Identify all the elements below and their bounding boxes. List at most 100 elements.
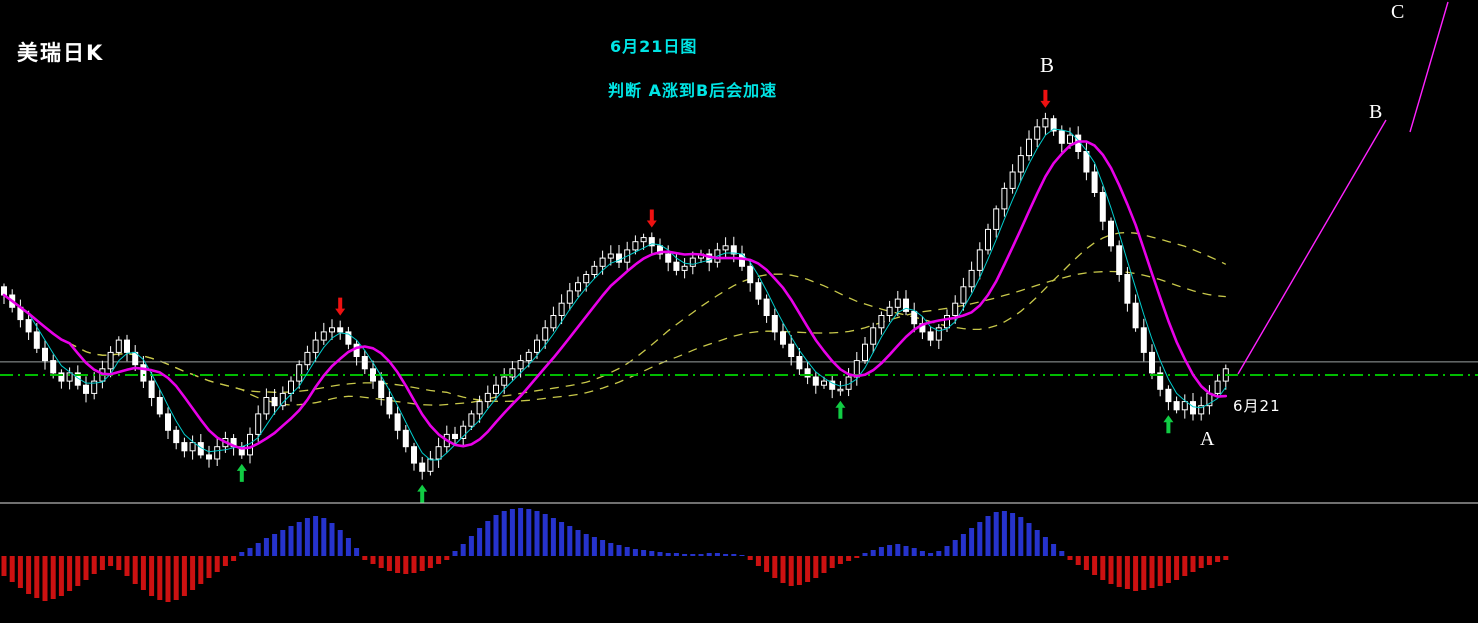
candle-body-up	[1017, 155, 1024, 173]
macd-bar-down	[181, 556, 187, 596]
candle-body-down	[755, 282, 762, 300]
macd-bar-down	[747, 556, 753, 560]
candle-body-up	[599, 257, 606, 267]
candle-body-down	[181, 442, 188, 452]
macd-bar-up	[739, 555, 745, 556]
candle-body-down	[780, 331, 786, 345]
candle-body-down	[370, 368, 376, 382]
candle-body-up	[296, 364, 303, 382]
candle-body-up	[1067, 134, 1073, 144]
buy-arrow-icon	[417, 484, 428, 503]
candle-body-up	[575, 282, 581, 292]
candle-body-up	[550, 315, 557, 329]
candle-body-up	[66, 372, 73, 382]
candle-body-up	[288, 380, 294, 394]
macd-bar-up	[624, 547, 630, 556]
candle-body-up	[952, 302, 959, 317]
macd-bar-up	[313, 516, 319, 556]
macd-bar-down	[1165, 556, 1171, 583]
candle-body-down	[1190, 401, 1196, 415]
macd-bar-down	[780, 556, 786, 583]
macd-bar-down	[1206, 556, 1212, 565]
candle-body-down	[812, 376, 819, 386]
candle-body-down	[156, 397, 163, 415]
candle-body-down	[730, 245, 737, 255]
candle-body-up	[320, 331, 327, 341]
label-date-6-21: 6月21	[1233, 397, 1281, 415]
candle-body-down	[665, 253, 672, 263]
candle-body-down	[58, 372, 65, 382]
buy-arrow-icon	[835, 400, 846, 419]
macd-bar-up	[468, 536, 474, 556]
macd-bar-down	[772, 556, 778, 578]
candle-body-down	[648, 237, 655, 247]
macd-bar-up	[288, 526, 294, 556]
macd-bar-down	[755, 556, 761, 566]
candle-body-up	[279, 392, 286, 407]
sell-arrow-icon	[1040, 89, 1051, 108]
candle-body-down	[763, 298, 770, 317]
candle-body-down	[140, 364, 147, 382]
macd-bar-down	[813, 556, 819, 578]
candle-body-up	[329, 327, 335, 333]
macd-bar-down	[222, 556, 228, 566]
candle-body-up	[484, 392, 491, 403]
macd-bar-down	[231, 556, 237, 561]
macd-bar-down	[108, 556, 114, 566]
macd-bar-down	[1108, 556, 1114, 584]
macd-bar-down	[436, 556, 442, 564]
candle-body-down	[271, 397, 278, 407]
macd-bar-down	[427, 556, 433, 568]
macd-bar-up	[977, 522, 983, 556]
candle-body-up	[517, 360, 524, 370]
macd-bar-up	[632, 549, 638, 556]
macd-bar-up	[911, 548, 917, 556]
macd-bar-down	[50, 556, 56, 599]
candle-body-up	[640, 237, 647, 243]
macd-bar-down	[1223, 556, 1229, 560]
candle-body-up	[542, 327, 549, 341]
candle-body-down	[747, 265, 754, 284]
macd-bar-up	[354, 548, 360, 556]
macd-bar-down	[116, 556, 122, 570]
candle-body-down	[33, 331, 40, 349]
macd-bar-down	[132, 556, 138, 584]
macd-bar-down	[1133, 556, 1139, 591]
macd-bar-down	[91, 556, 97, 574]
candle-body-down	[402, 429, 409, 448]
macd-bar-up	[616, 545, 622, 556]
macd-bar-down	[796, 556, 802, 585]
projection-lines	[1237, 1, 1449, 375]
candle-body-down	[378, 380, 385, 399]
candle-body-down	[796, 356, 803, 370]
macd-bar-up	[731, 554, 737, 556]
macd-bar-up	[1059, 551, 1065, 556]
macd-bar-up	[485, 521, 491, 556]
macd-bar-down	[362, 556, 368, 560]
macd-bar-up	[969, 528, 975, 556]
projection-line-1	[1237, 119, 1387, 375]
label-projection-c: C	[1391, 1, 1405, 23]
candles	[1, 112, 1229, 480]
macd-bar-up	[665, 553, 671, 556]
macd-bar-down	[149, 556, 155, 596]
macd-bar-down	[403, 556, 409, 574]
candle-body-up	[460, 425, 467, 440]
candle-body-down	[419, 462, 426, 472]
signal-arrows	[236, 89, 1174, 503]
annotation-date-note: 6月21日图	[610, 37, 698, 56]
annotation-judgement-note: 判断 A涨到B后会加速	[608, 81, 778, 100]
candle-body-up	[509, 368, 516, 378]
candle-body-down	[124, 339, 130, 353]
macd-bar-up	[518, 508, 524, 556]
macd-bar-down	[1124, 556, 1130, 589]
candle-body-down	[1091, 171, 1098, 193]
macd-bar-up	[239, 552, 245, 556]
macd-bar-up	[559, 522, 565, 556]
macd-bar-down	[26, 556, 32, 594]
macd-bar-down	[378, 556, 384, 568]
macd-bar-down	[17, 556, 23, 588]
candle-body-up	[476, 401, 483, 415]
macd-bar-up	[723, 554, 729, 556]
candle-body-up	[722, 245, 729, 251]
